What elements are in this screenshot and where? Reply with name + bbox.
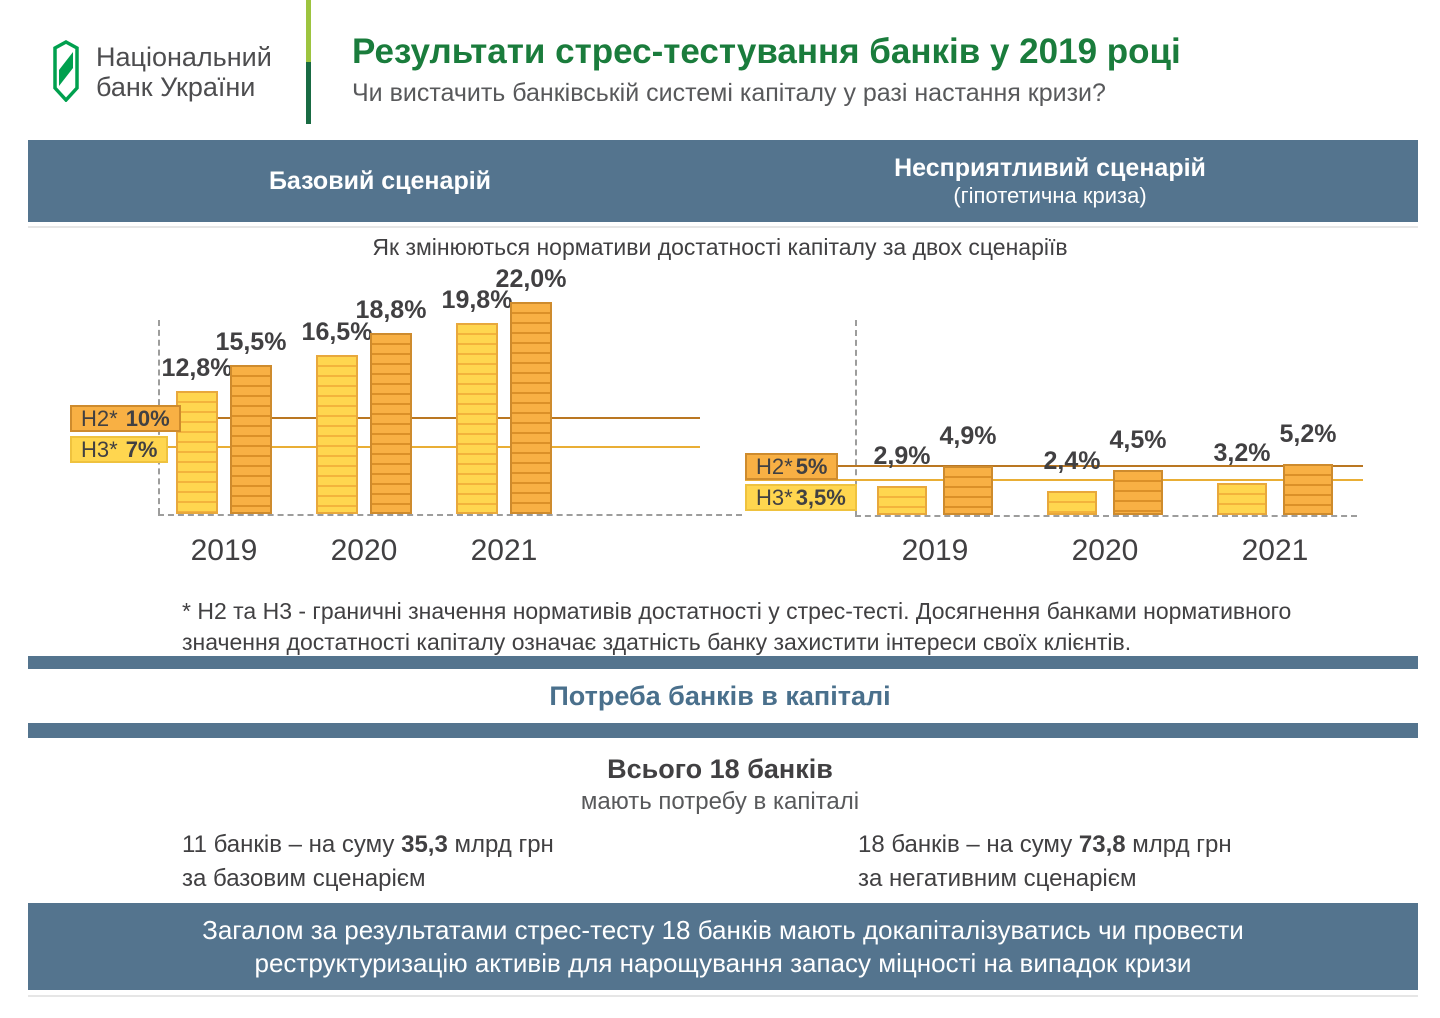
year-label: 2021 — [1241, 534, 1309, 567]
footnote: * Н2 та Н3 - граничні значення нормативі… — [182, 596, 1291, 658]
bar-n2-2020 — [1113, 470, 1163, 515]
year-label: 2019 — [190, 534, 258, 567]
bar-n2-2021 — [510, 302, 552, 514]
logo-line1: Національний — [96, 42, 272, 72]
nbu-emblem-icon — [53, 40, 79, 102]
bar-value-label: 22,0% — [495, 265, 567, 293]
threshold-label-text: Н2* — [81, 406, 118, 431]
bar-value-label: 4,5% — [1109, 426, 1167, 454]
bar-n2-2020 — [370, 333, 412, 514]
year-label: 2020 — [330, 534, 398, 567]
threshold-label-box-h3: Н3* 7% — [70, 436, 169, 463]
threshold-value-text: 7% — [125, 437, 158, 462]
adverse-need-amount: 73,8 — [1078, 831, 1126, 858]
chart-baseline-dashed — [855, 515, 1357, 517]
year-label: 2020 — [1071, 534, 1139, 567]
year-label: 2019 — [901, 534, 969, 567]
bar-n2-2021 — [1283, 464, 1333, 515]
bar-n3-2019 — [877, 486, 927, 515]
bar-n3-2021 — [1217, 483, 1267, 515]
base-need-prefix: 11 банків – на суму — [182, 831, 395, 858]
bar-n3-2021 — [456, 323, 498, 514]
nbu-logo-text: Національний банк України — [96, 42, 272, 102]
footnote-line2: значення достатності капіталу означає зд… — [182, 629, 1132, 655]
adverse-need-line2: за негативним сценарієм — [858, 865, 1137, 892]
base-scenario-label: Базовий сценарій — [268, 166, 492, 195]
section-rule-top — [28, 656, 1418, 669]
threshold-label-text: Н3* — [756, 485, 793, 510]
threshold-label-text: Н3* — [81, 437, 118, 462]
base-need-line1: 11 банків – на суму 35,3 млрд грн — [182, 828, 554, 862]
bar-n3-2020 — [1047, 491, 1097, 515]
total-banks-subtitle: мають потребу в капіталі — [580, 788, 860, 815]
bar-value-label: 18,8% — [355, 296, 427, 324]
bar-value-label: 12,8% — [161, 354, 233, 382]
chart-title: Як змінюються нормативи достатності капі… — [372, 234, 1068, 260]
adverse-need-suffix: млрд грн — [1132, 831, 1232, 858]
bar-value-label: 5,2% — [1279, 420, 1337, 448]
capital-need-section-title: Потреба банків в капіталі — [549, 681, 891, 711]
section-rule-bottom — [28, 723, 1418, 738]
page-title: Результати стрес-тестування банків у 201… — [352, 32, 1181, 71]
bar-value-label: 4,9% — [939, 422, 997, 450]
bar-n3-2019 — [176, 391, 218, 514]
bar-value-label: 15,5% — [215, 328, 287, 356]
footnote-line1: * Н2 та Н3 - граничні значення нормативі… — [182, 598, 1292, 624]
threshold-label-box-h2: Н2* 5% — [745, 453, 839, 480]
total-banks-title: Всього 18 банків — [607, 754, 833, 784]
conclusion-banner: Загалом за результатами стрес-тесту 18 б… — [28, 903, 1418, 990]
hairline-under-banner — [28, 995, 1418, 997]
conclusion-line2: реструктуризацію активів для нарощування… — [254, 947, 1192, 978]
adverse-scenario-label: Несприятливий сценарій — [894, 154, 1206, 182]
hairline-under-scenario-bar — [28, 226, 1418, 228]
adverse-need-line1: 18 банків – на суму 73,8 млрд грн — [858, 828, 1232, 862]
adverse-scenario-capital-need: 18 банків – на суму 73,8 млрд грн за нег… — [858, 828, 1232, 896]
threshold-line-h3 — [745, 479, 1363, 481]
threshold-line-h2 — [745, 465, 1363, 467]
threshold-value-text: 5% — [795, 454, 828, 479]
bar-n2-2019 — [230, 365, 272, 514]
base-need-line2: за базовим сценарієм — [182, 865, 426, 892]
bar-value-label: 16,5% — [301, 318, 373, 346]
page-subtitle: Чи вистачить банківській системі капітал… — [352, 79, 1106, 107]
conclusion-line1: Загалом за результатами стрес-тесту 18 б… — [202, 914, 1244, 945]
year-label: 2021 — [470, 534, 538, 567]
logo-line2: банк України — [96, 72, 256, 102]
base-need-amount: 35,3 — [401, 831, 448, 858]
base-need-suffix: млрд грн — [454, 831, 554, 858]
adverse-scenario-sublabel: (гіпотетична криза) — [953, 183, 1147, 208]
chart-axis-vertical-dashed — [855, 320, 857, 515]
threshold-value-text: 3,5% — [795, 485, 846, 510]
scenario-header-bar: Базовий сценарій Несприятливий сценарій … — [28, 140, 1418, 222]
header-divider — [306, 0, 311, 124]
adverse-need-prefix: 18 банків – на суму — [858, 831, 1073, 858]
threshold-value-text: 10% — [125, 406, 170, 431]
chart-baseline-dashed — [158, 514, 742, 516]
bar-value-label: 19,8% — [441, 286, 513, 314]
threshold-label-box-h3: Н3* 3,5% — [745, 484, 857, 511]
bar-value-label: 2,4% — [1043, 447, 1101, 475]
threshold-label-text: Н2* — [756, 454, 793, 479]
bar-n2-2019 — [943, 466, 993, 515]
base-scenario-capital-need: 11 банків – на суму 35,3 млрд грн за баз… — [182, 828, 554, 896]
bar-value-label: 3,2% — [1213, 439, 1271, 467]
bar-value-label: 2,9% — [873, 442, 931, 470]
threshold-label-box-h2: Н2* 10% — [70, 405, 181, 432]
adverse-scenario-block: Несприятливий сценарій (гіпотетична криз… — [700, 140, 1400, 222]
bar-n3-2020 — [316, 355, 358, 514]
